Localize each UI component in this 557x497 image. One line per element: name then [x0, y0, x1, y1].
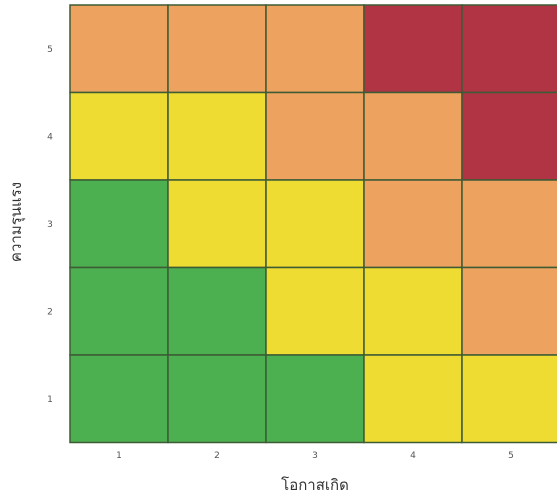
heatmap-cell-x3-y2 [265, 266, 365, 356]
heatmap-cell-x4-y3 [363, 179, 463, 269]
heatmap-cell-x1-y3 [69, 179, 169, 269]
x-tick-label: 5 [508, 451, 514, 461]
heatmap-cell-x2-y5 [167, 4, 267, 94]
x-axis-label: โอกาสเกิด [281, 476, 349, 494]
heatmap-cell-x1-y5 [69, 4, 169, 94]
x-tick-label: 3 [312, 451, 318, 461]
heatmap-cell-x3-y5 [265, 4, 365, 94]
heatmap-cells [69, 4, 557, 444]
y-tick-label: 4 [47, 132, 53, 142]
y-tick-label: 2 [47, 307, 53, 317]
x-axis-ticks: 1 2 3 4 5 [116, 451, 514, 461]
x-tick-label: 1 [116, 451, 122, 461]
heatmap-cell-x5-y4 [461, 91, 557, 181]
heatmap-cell-x1-y2 [69, 266, 169, 356]
heatmap-cell-x4-y2 [363, 266, 463, 356]
heatmap-cell-x1-y1 [69, 354, 169, 444]
heatmap-cell-x5-y5 [461, 4, 557, 94]
heatmap-cell-x4-y5 [363, 4, 463, 94]
heatmap-cell-x3-y4 [265, 91, 365, 181]
heatmap-cell-x2-y3 [167, 179, 267, 269]
heatmap-cell-x2-y2 [167, 266, 267, 356]
heatmap-cell-x5-y1 [461, 354, 557, 444]
y-tick-label: 3 [47, 220, 53, 230]
heatmap-cell-x5-y2 [461, 266, 557, 356]
heatmap-cell-x2-y4 [167, 91, 267, 181]
heatmap-cell-x1-y4 [69, 91, 169, 181]
heatmap-cell-x3-y1 [265, 354, 365, 444]
heatmap-cell-x3-y3 [265, 179, 365, 269]
x-tick-label: 4 [410, 451, 416, 461]
x-tick-label: 2 [214, 451, 220, 461]
heatmap-cell-x2-y1 [167, 354, 267, 444]
y-tick-label: 1 [47, 395, 53, 405]
heatmap-cell-x5-y3 [461, 179, 557, 269]
y-tick-label: 5 [47, 45, 53, 55]
heatmap-cell-x4-y1 [363, 354, 463, 444]
y-axis-label: ความรุนแรง [7, 182, 26, 262]
y-axis-ticks: 1 2 3 4 5 [47, 45, 53, 405]
heatmap-cell-x4-y4 [363, 91, 463, 181]
